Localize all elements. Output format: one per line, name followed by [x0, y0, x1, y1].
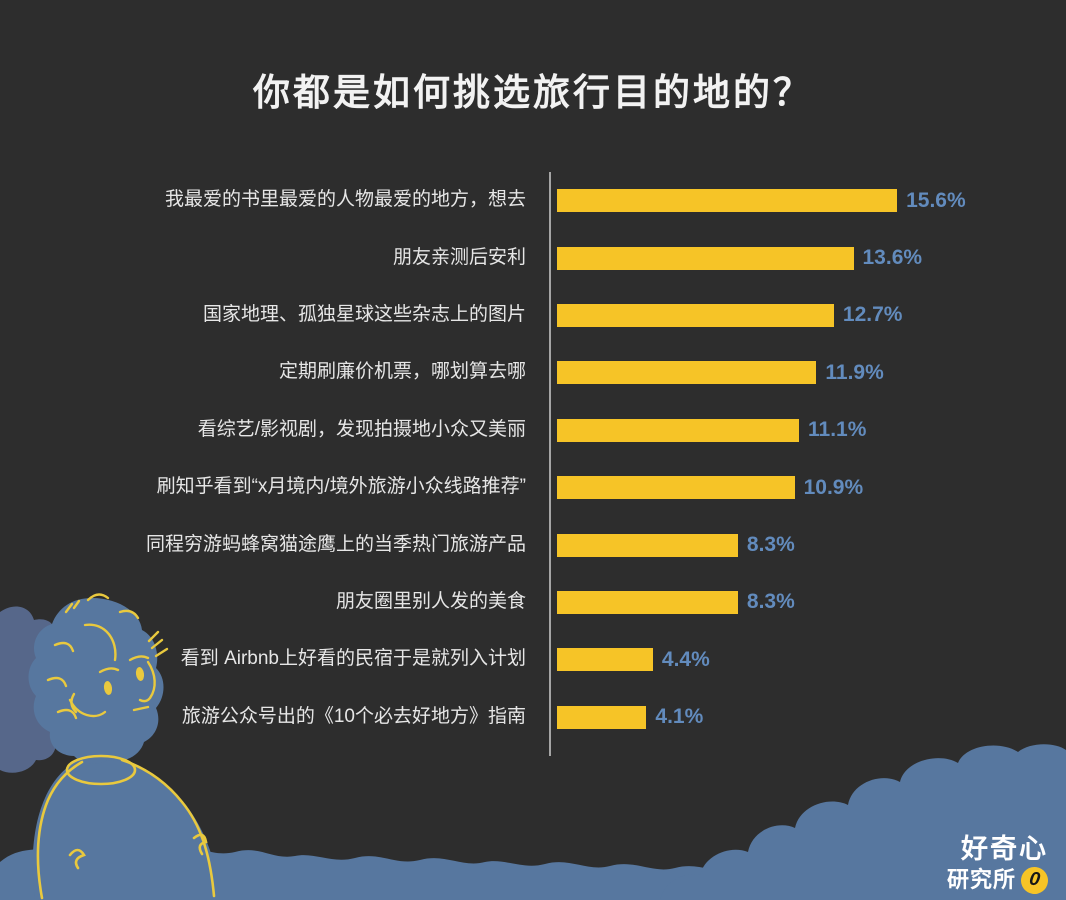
value-label: 11.1% — [808, 418, 867, 442]
chart-row: 看综艺/影视剧，发现拍摄地小众又美丽 11.1% — [0, 402, 1066, 459]
category-label: 旅游公众号出的《10个必去好地方》指南 — [181, 705, 526, 727]
value-label: 10.9% — [803, 475, 864, 499]
chart-row: 我最爱的书里最爱的人物最爱的地方，想去 15.6% — [0, 172, 1066, 229]
person-body — [32, 742, 220, 900]
bar — [557, 303, 834, 327]
value-label: 13.6% — [862, 246, 923, 270]
value-label: 4.4% — [661, 647, 710, 671]
category-label: 国家地理、孤独星球这些杂志上的图片 — [202, 304, 526, 326]
value-label: 8.3% — [746, 533, 795, 557]
value-label: 15.6% — [906, 188, 966, 212]
chart-row: 旅游公众号出的《10个必去好地方》指南 4.1% — [0, 689, 1066, 746]
chart-row: 同程穷游蚂蜂窝猫途鹰上的当季热门旅游产品 8.3% — [0, 516, 1066, 573]
value-label: 11.9% — [825, 360, 884, 384]
bar — [557, 533, 738, 557]
cloud-bottom-band — [0, 841, 1066, 900]
value-label: 8.3% — [746, 590, 795, 614]
chart-row: 朋友圈里别人发的美食 8.3% — [0, 574, 1066, 631]
axis-line — [549, 172, 551, 756]
chart-row: 看到 Airbnb上好看的民宿于是就列入计划 4.4% — [0, 631, 1066, 688]
bar — [557, 189, 898, 213]
bar — [557, 476, 795, 500]
chart-row: 国家地理、孤独星球这些杂志上的图片 12.7% — [0, 287, 1066, 344]
person-body-lines — [36, 754, 216, 900]
page-title: 你都是如何挑选旅行目的地的？ — [253, 72, 813, 113]
bar — [557, 418, 799, 442]
bar — [557, 705, 647, 729]
qdaily-badge-icon: 0 — [1019, 865, 1050, 896]
value-label: 4.1% — [655, 705, 704, 729]
category-label: 我最爱的书里最爱的人物最爱的地方，想去 — [164, 189, 526, 211]
brand-logo: 好奇心 研究所 0 — [946, 834, 1050, 896]
category-label: 朋友圈里别人发的美食 — [335, 591, 526, 613]
bar-chart: 我最爱的书里最爱的人物最爱的地方，想去 15.6% 朋友亲测后安利 13.6% 国家地理… — [0, 172, 1066, 746]
bar — [557, 361, 817, 385]
category-label: 朋友亲测后安利 — [392, 246, 526, 268]
chart-row: 朋友亲测后安利 13.6% — [0, 229, 1066, 286]
category-label: 看到 Airbnb上好看的民宿于是就列入计划 — [180, 648, 526, 670]
bar — [557, 648, 653, 672]
category-label: 同程穷游蚂蜂窝猫途鹰上的当季热门旅游产品 — [145, 533, 526, 555]
bar — [557, 246, 854, 270]
brand-name-line1: 好奇心 — [961, 834, 1048, 865]
value-label: 12.7% — [842, 303, 903, 327]
category-label: 定期刷廉价机票，哪划算去哪 — [278, 361, 526, 383]
category-label: 看综艺/影视剧，发现拍摄地小众又美丽 — [197, 418, 526, 440]
bar — [557, 590, 738, 614]
chart-row: 定期刷廉价机票，哪划算去哪 11.9% — [0, 344, 1066, 401]
brand-name-line2: 研究所 — [946, 867, 1016, 893]
category-label: 刷知乎看到“x月境内/境外旅游小众线路推荐” — [156, 476, 526, 498]
chart-row: 刷知乎看到“x月境内/境外旅游小众线路推荐” 10.9% — [0, 459, 1066, 516]
